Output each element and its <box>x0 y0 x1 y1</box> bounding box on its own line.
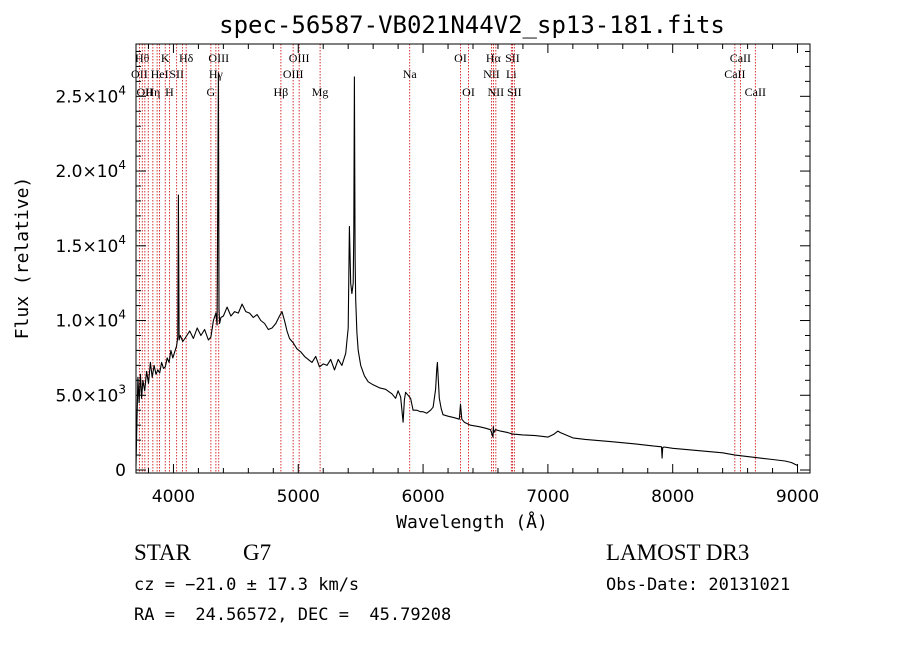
line-mark-label-28: CaII <box>724 67 745 81</box>
sky-coordinates: RA = 24.56572, DEC = 45.79208 <box>134 605 451 625</box>
x-tick-label-4: 8000 <box>651 487 694 507</box>
object-subclass: G7 <box>243 540 271 565</box>
x-axis-label: Wavelength (Å) <box>396 511 548 533</box>
x-axis-ticks: 4000 5000 6000 7000 8000 9000 <box>147 44 819 507</box>
line-mark-label-9: SII <box>169 67 184 81</box>
line-mark-label-0: OII <box>131 67 148 81</box>
y-tick-label-1: 5.0×103 <box>55 382 126 406</box>
chart-title: spec-56587-VB021N44V2_sp13-181.fits <box>219 11 725 39</box>
x-tick-label-5: 9000 <box>776 487 819 507</box>
plot-frame <box>135 43 811 474</box>
y-tick-label-0: 0 <box>115 461 126 481</box>
y-axis-label: Flux (relative) <box>12 177 33 340</box>
line-mark-label-13: Hγ <box>209 67 224 81</box>
line-mark-label-11: Hδ <box>179 51 194 65</box>
line-mark-label-21: OI <box>462 85 475 99</box>
y-tick-label-5: 2.5×104 <box>55 83 126 107</box>
line-mark-label-23: Hα <box>486 51 502 65</box>
line-mark-label-2: OII <box>137 85 154 99</box>
x-tick-label-2: 6000 <box>401 487 444 507</box>
line-mark-label-22: NII <box>483 67 500 81</box>
x-tick-label-3: 7000 <box>526 487 569 507</box>
observation-date: Obs-Date: 20131021 <box>606 575 790 595</box>
line-mark-label-20: OI <box>454 51 467 65</box>
survey-name: LAMOST DR3 <box>606 540 749 565</box>
line-mark-label-24: NII <box>488 85 505 99</box>
line-mark-label-18: Mg <box>312 85 329 99</box>
line-mark-label-26: SII <box>505 51 520 65</box>
line-mark-label-7: K <box>161 51 170 65</box>
y-tick-label-2: 1.0×104 <box>55 308 126 332</box>
line-mark-label-15: Hβ <box>274 85 289 99</box>
y-tick-label-3: 1.5×104 <box>55 233 126 257</box>
redshift-velocity: cz = −21.0 ± 17.3 km/s <box>134 575 359 595</box>
line-mark-label-27: SII <box>507 85 522 99</box>
line-mark-label-29: CaII <box>730 51 751 65</box>
y-tick-label-4: 2.0×104 <box>55 158 126 182</box>
line-mark-label-8: H <box>165 85 174 99</box>
line-mark-label-25: Li <box>506 67 517 81</box>
line-mark-label-19: Na <box>403 67 418 81</box>
y-axis-ticks: 0 5.0×103 1.0×104 1.5×104 2.0×104 2.5×104 <box>55 50 810 481</box>
line-mark-label-12: G <box>207 85 216 99</box>
line-mark-label-1: Hθ <box>135 51 150 65</box>
line-mark-label-30: CaII <box>745 85 766 99</box>
line-mark-label-4: Hη <box>145 85 160 99</box>
x-tick-label-1: 5000 <box>277 487 320 507</box>
line-mark-label-17: OIII <box>289 51 310 65</box>
spectrum-series <box>135 73 798 466</box>
line-mark-label-14: OIII <box>208 51 229 65</box>
line-mark-label-6: HeI <box>151 67 169 81</box>
line-marks: OIIHθOIIHηHeIKHSIIHδGHγOIIIHβOIIIOIIIMgN… <box>131 44 766 473</box>
object-class: STAR <box>134 540 192 565</box>
spectrum-line-0 <box>135 73 798 466</box>
line-mark-label-16: OIII <box>283 67 304 81</box>
x-tick-label-0: 4000 <box>152 487 195 507</box>
